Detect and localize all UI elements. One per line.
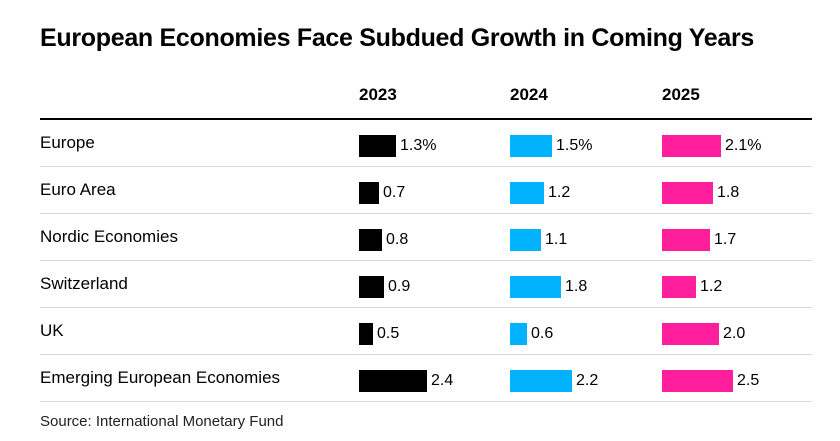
header-rule bbox=[40, 118, 812, 120]
column-header-2025: 2025 bbox=[662, 85, 700, 104]
row-divider bbox=[40, 260, 812, 261]
bar-2024 bbox=[510, 182, 544, 204]
bar-2023 bbox=[359, 135, 396, 157]
row-divider bbox=[40, 354, 812, 355]
bar-2024 bbox=[510, 370, 572, 392]
column-header-2024: 2024 bbox=[510, 85, 548, 104]
table-row: Nordic Economies 0.8 1.1 1.7 bbox=[40, 214, 812, 261]
row-divider bbox=[40, 166, 812, 167]
bar-2024 bbox=[510, 276, 561, 298]
value-label: 2.0 bbox=[723, 325, 746, 342]
row-label: UK bbox=[40, 321, 64, 340]
value-label: 2.2 bbox=[576, 372, 599, 389]
value-label: 1.8 bbox=[717, 184, 740, 201]
row-label: Emerging European Economies bbox=[40, 368, 281, 387]
value-label: 0.7 bbox=[383, 184, 406, 201]
value-label: 0.6 bbox=[531, 325, 554, 342]
table-row: Europe 1.3% 1.5% 2.1% bbox=[40, 120, 812, 167]
chart-title: European Economies Face Subdued Growth i… bbox=[40, 24, 755, 52]
table-row: Switzerland 0.9 1.8 1.2 bbox=[40, 261, 812, 308]
bar-2023 bbox=[359, 276, 384, 298]
value-label: 0.9 bbox=[388, 278, 411, 295]
value-label: 1.2 bbox=[700, 278, 723, 295]
bar-2025 bbox=[662, 182, 713, 204]
value-label: 1.2 bbox=[548, 184, 571, 201]
bar-2024 bbox=[510, 135, 552, 157]
table-row: UK 0.5 0.6 2.0 bbox=[40, 308, 812, 355]
value-label: 1.3% bbox=[400, 137, 437, 154]
bar-2023 bbox=[359, 370, 427, 392]
value-label: 1.7 bbox=[714, 231, 737, 248]
value-label: 1.1 bbox=[545, 231, 568, 248]
column-header-2023: 2023 bbox=[359, 85, 397, 104]
table-row: Emerging European Economies 2.4 2.2 2.5 bbox=[40, 355, 812, 402]
bar-2024 bbox=[510, 323, 527, 345]
bar-2023 bbox=[359, 323, 373, 345]
bar-2025 bbox=[662, 323, 719, 345]
value-label: 2.4 bbox=[431, 372, 454, 389]
row-label: Nordic Economies bbox=[40, 227, 178, 246]
source-note: Source: International Monetary Fund bbox=[40, 413, 284, 430]
row-label: Euro Area bbox=[40, 180, 116, 199]
row-divider bbox=[40, 307, 812, 308]
bar-2025 bbox=[662, 370, 733, 392]
value-label: 2.5 bbox=[737, 372, 760, 389]
bar-2025 bbox=[662, 276, 696, 298]
row-label: Europe bbox=[40, 133, 95, 152]
value-label: 0.8 bbox=[386, 231, 409, 248]
value-label: 1.5% bbox=[556, 137, 593, 154]
row-divider bbox=[40, 213, 812, 214]
bar-2024 bbox=[510, 229, 541, 251]
bar-2025 bbox=[662, 135, 721, 157]
bar-2023 bbox=[359, 229, 382, 251]
row-divider bbox=[40, 401, 812, 402]
value-label: 1.8 bbox=[565, 278, 588, 295]
bar-2025 bbox=[662, 229, 710, 251]
row-label: Switzerland bbox=[40, 274, 128, 293]
value-label: 0.5 bbox=[377, 325, 400, 342]
table-row: Euro Area 0.7 1.2 1.8 bbox=[40, 167, 812, 214]
value-label: 2.1% bbox=[725, 137, 762, 154]
bar-2023 bbox=[359, 182, 379, 204]
